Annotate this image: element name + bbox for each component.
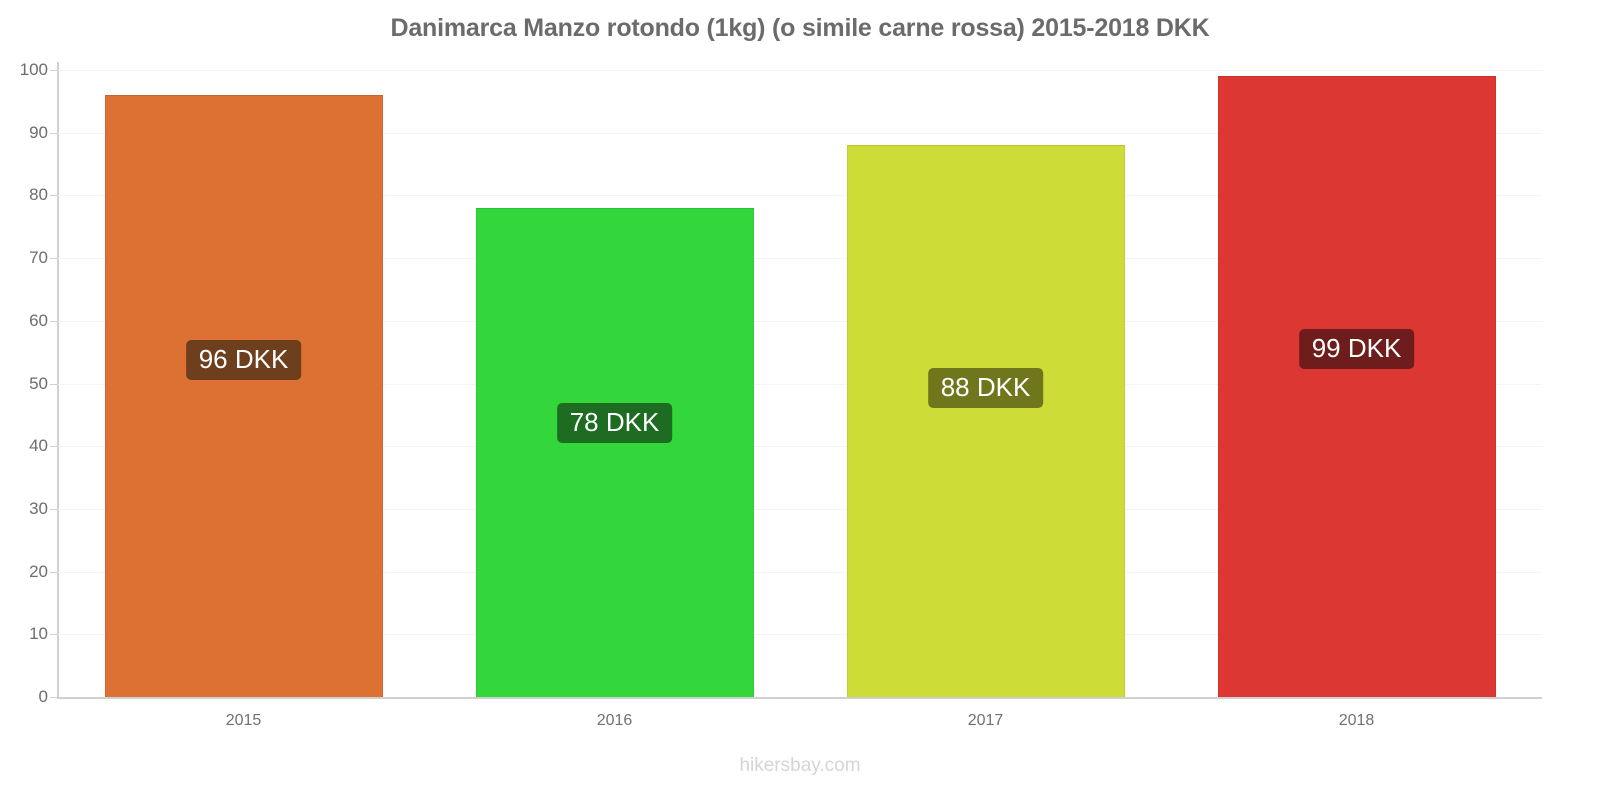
- y-axis-tick-mark: [50, 571, 58, 573]
- bar-2016[interactable]: [475, 207, 754, 697]
- gridline: [58, 195, 1542, 197]
- gridline: [58, 508, 1542, 510]
- bar-value-label-2016: 78 DKK: [556, 403, 673, 444]
- x-axis-tick-label-2015: 2015: [225, 712, 262, 729]
- y-axis-tick-mark: [50, 258, 58, 260]
- source-credit: hikersbay.com: [739, 755, 861, 776]
- y-axis-tick-mark: [50, 320, 58, 322]
- x-axis-tick-label-2017: 2017: [967, 712, 1004, 729]
- gridline: [58, 383, 1542, 385]
- page-title: Danimarca Manzo rotondo (1kg) (o simile …: [390, 14, 1210, 42]
- bar-2018[interactable]: [1217, 76, 1496, 697]
- y-axis-line: [57, 62, 59, 699]
- y-axis-tick-label: 30: [29, 498, 48, 518]
- y-axis-tick-mark: [50, 132, 58, 134]
- gridline: [58, 132, 1542, 134]
- y-axis-tick-label: 80: [29, 185, 48, 205]
- y-axis-tick-mark: [50, 383, 58, 385]
- y-axis-tick-mark: [50, 697, 58, 698]
- gridline: [58, 70, 1542, 71]
- y-axis-tick-mark: [50, 508, 58, 510]
- bar-value-label-2015: 96 DKK: [185, 339, 302, 380]
- gridline: [58, 320, 1542, 322]
- bars-group: [58, 70, 1542, 697]
- y-axis-tick-label: 50: [29, 373, 48, 393]
- y-axis-tick-label: 100: [19, 60, 48, 79]
- gridline: [58, 258, 1542, 260]
- gridline: [58, 446, 1542, 448]
- y-axis-tick-label: 60: [29, 310, 48, 330]
- plot-area: 96 DKK 78 DKK 88 DKK 99 DKK: [58, 70, 1542, 699]
- bar-2017[interactable]: [846, 145, 1125, 697]
- y-axis-tick-mark: [50, 446, 58, 448]
- gridline: [58, 634, 1542, 636]
- gridline: [58, 571, 1542, 573]
- y-axis-tick-label: 70: [29, 248, 48, 268]
- y-axis-tick-mark: [50, 70, 58, 71]
- x-axis-tick-label-2016: 2016: [596, 712, 633, 729]
- y-axis-tick-label: 10: [29, 624, 48, 644]
- bar-2015[interactable]: [104, 95, 383, 697]
- y-axis-tick-mark: [50, 634, 58, 636]
- bar-value-label-2018: 99 DKK: [1298, 329, 1415, 370]
- gridline: [58, 697, 1542, 699]
- gridlines-group: [58, 70, 1542, 699]
- x-axis-tick-label-2018: 2018: [1338, 712, 1375, 729]
- y-axis-tick-label: 40: [29, 436, 48, 456]
- bar-value-label-2017: 88 DKK: [927, 368, 1044, 408]
- y-axis-tick-label: 20: [29, 561, 48, 581]
- y-axis-tick-mark: [50, 195, 58, 197]
- value-labels-group: 96 DKK 78 DKK 88 DKK 99 DKK: [58, 70, 1542, 697]
- y-axis-tick-label: 0: [38, 687, 48, 706]
- y-axis-tick-label: 90: [29, 122, 48, 142]
